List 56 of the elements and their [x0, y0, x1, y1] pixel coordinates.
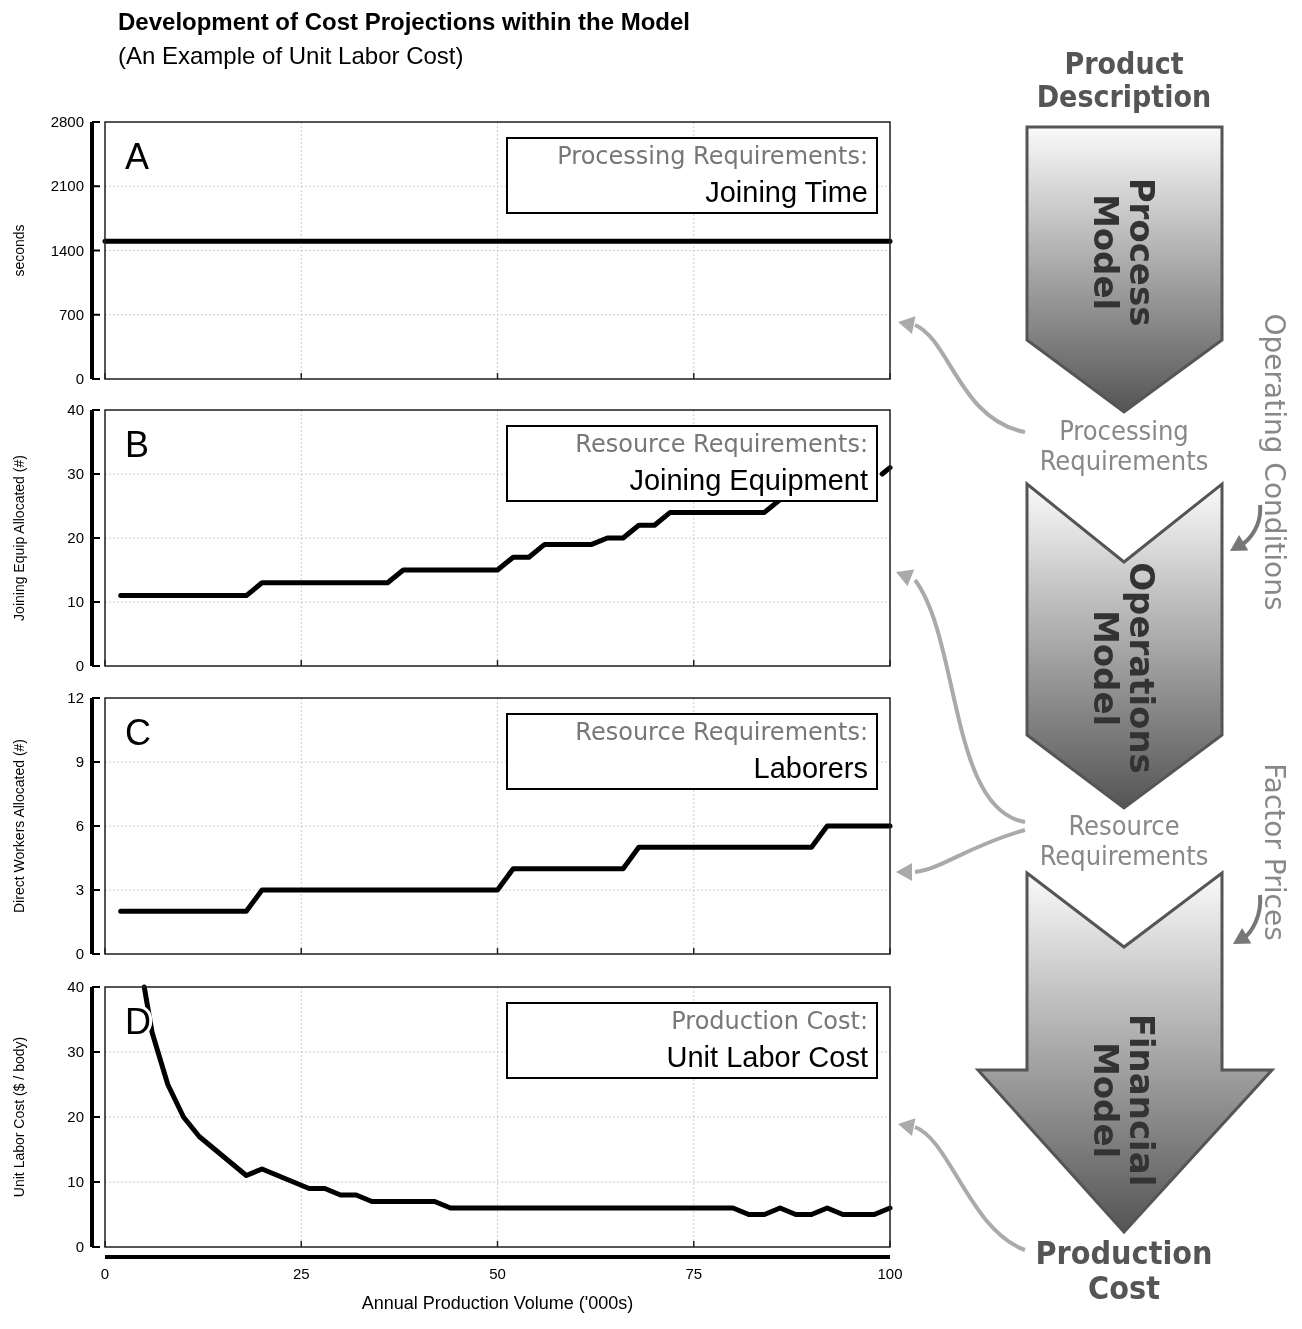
y-tick-label: 40 [67, 401, 84, 418]
annotation: Resource Requirements: [575, 718, 868, 746]
caption-box: Processing Requirements: Joining Time [506, 137, 878, 214]
annotation: B [125, 424, 150, 465]
text: Product Description [1036, 46, 1212, 114]
annotation: C [125, 712, 151, 753]
caption-box: Resource Requirements: Laborers [506, 713, 878, 790]
chart-subtitle: (An Example of Unit Labor Cost) [118, 42, 464, 69]
text: Production Cost [1035, 1234, 1213, 1308]
y-tick-label: 2100 [50, 177, 84, 195]
y-tick-label: 0 [75, 370, 84, 387]
y-axis-title: Joining Equip Allocated (#) [11, 455, 27, 621]
x-tick-label: 100 [877, 1265, 903, 1282]
y-axis-title: seconds [11, 224, 27, 277]
text: Resource Requirements [1039, 810, 1209, 871]
annotation: Joining Equipment [629, 464, 868, 496]
y-tick-label: 0 [75, 1238, 84, 1255]
text: Operating Conditions [1258, 313, 1291, 611]
x-tick-label: 50 [489, 1265, 506, 1282]
y-tick-label: 40 [67, 978, 84, 995]
y-tick-label: 0 [75, 657, 84, 674]
annotation: Unit Labor Cost [666, 1041, 868, 1073]
y-axis-title: Unit Labor Cost ($ / body) [11, 1036, 27, 1198]
y-tick-label: 30 [67, 465, 84, 482]
x-tick-label: 75 [685, 1265, 703, 1282]
caption-box: Resource Requirements: Joining Equipment [506, 425, 878, 502]
y-tick-label: 3 [75, 881, 84, 898]
y-tick-label: 20 [67, 1108, 84, 1125]
y-tick-label: 700 [58, 305, 84, 323]
text: Operations Model [1086, 562, 1162, 774]
y-tick-label: 12 [67, 689, 84, 706]
annotation: Laborers [753, 752, 868, 784]
y-tick-label: 6 [75, 817, 84, 834]
caption-box: Production Cost: Unit Labor Cost [506, 1002, 878, 1079]
y-tick-label: 10 [67, 593, 84, 610]
y-tick-label: 10 [67, 1173, 84, 1190]
y-tick-label: 30 [67, 1043, 84, 1060]
x-axis-title: Annual Production Volume ('000s) [361, 1293, 634, 1313]
x-tick-label: 0 [100, 1265, 110, 1282]
y-tick-label: 9 [75, 753, 84, 770]
y-tick-label: 2800 [50, 113, 84, 130]
annotation: A [125, 136, 150, 177]
y-tick-label: 0 [75, 945, 84, 962]
annotation: Joining Time [705, 176, 868, 208]
chart-title: Development of Cost Projections within the Model [118, 8, 691, 35]
text: Financial Model [1086, 1013, 1162, 1187]
x-tick-label: 25 [292, 1265, 310, 1282]
annotation: Production Cost: [671, 1007, 868, 1035]
annotation: Resource Requirements: [575, 430, 868, 458]
text: Process Model [1086, 177, 1162, 327]
y-tick-label: 20 [67, 529, 84, 546]
y-tick-label: 1400 [50, 241, 84, 259]
text: Processing Requirements [1039, 415, 1209, 476]
text: Factor Prices [1258, 763, 1291, 941]
y-axis-title: Direct Workers Allocated (#) [11, 738, 27, 914]
annotation: Processing Requirements: [557, 142, 868, 170]
